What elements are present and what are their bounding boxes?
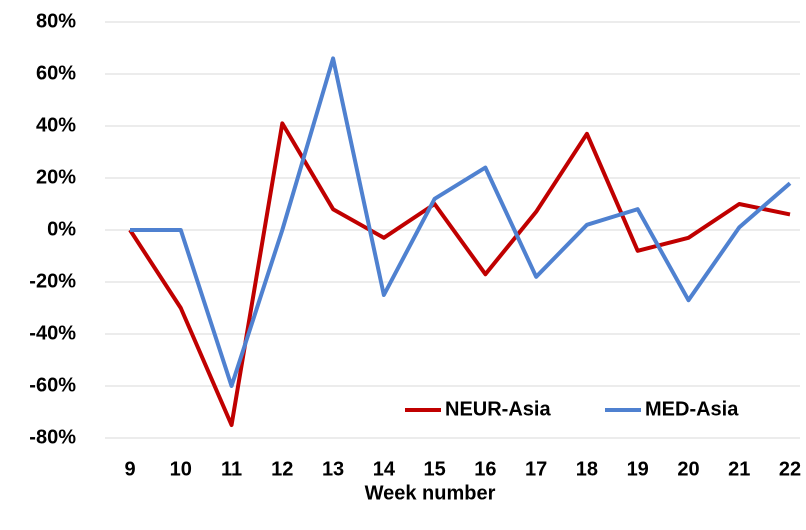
x-tick-label: 15 [423,458,445,480]
legend-label: MED-Asia [645,398,739,420]
legend-label: NEUR-Asia [445,398,551,420]
x-tick-label: 16 [474,458,496,480]
x-tick-label: 13 [322,458,344,480]
y-tick-label: 80% [36,10,76,32]
y-tick-label: 0% [47,218,76,240]
y-tick-label: -60% [29,374,76,396]
series-line [130,56,792,388]
y-tick-label: -20% [29,270,76,292]
x-tick-label: 19 [627,458,649,480]
x-tick-label: 21 [728,458,750,480]
series-line [128,121,791,427]
x-axis-label: Week number [365,482,496,504]
x-tick-label: 17 [525,458,547,480]
x-tick-label: 20 [677,458,699,480]
x-tick-label: 9 [124,458,135,480]
x-tick-label: 14 [373,458,396,480]
x-tick-label: 11 [221,458,242,480]
y-tick-label: 40% [36,114,76,136]
y-tick-label: -80% [29,426,76,448]
x-tick-label: 22 [779,458,801,480]
x-tick-label: 12 [271,458,293,480]
y-tick-label: -40% [29,322,76,344]
x-tick-label: 10 [170,458,192,480]
y-tick-label: 60% [36,62,76,84]
x-tick-label: 18 [576,458,598,480]
y-tick-label: 20% [36,166,76,188]
